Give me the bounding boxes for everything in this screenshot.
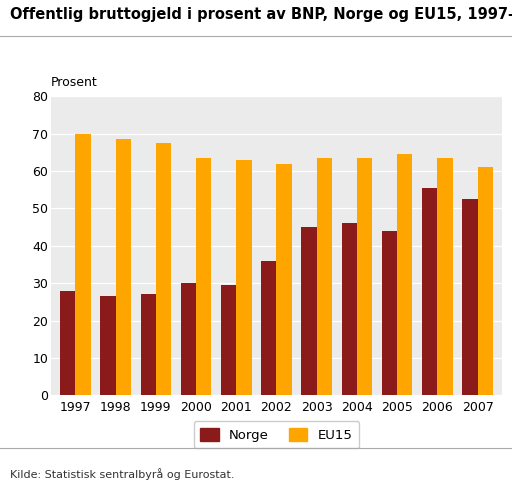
Bar xyxy=(422,188,437,395)
Text: Prosent: Prosent xyxy=(51,76,98,89)
Bar xyxy=(196,158,211,395)
Bar xyxy=(317,158,332,395)
Bar xyxy=(116,139,131,395)
Bar xyxy=(60,291,75,395)
Bar xyxy=(156,143,171,395)
Bar xyxy=(261,261,276,395)
Text: Kilde: Statistisk sentralbyrå og Eurostat.: Kilde: Statistisk sentralbyrå og Eurosta… xyxy=(10,468,234,480)
Bar xyxy=(181,283,196,395)
Bar xyxy=(75,134,91,395)
Bar xyxy=(382,231,397,395)
Text: Offentlig bruttogjeld i prosent av BNP, Norge og EU15, 1997-2007: Offentlig bruttogjeld i prosent av BNP, … xyxy=(10,7,512,22)
Legend: Norge, EU15: Norge, EU15 xyxy=(194,421,359,448)
Bar xyxy=(221,285,236,395)
Bar xyxy=(140,295,156,395)
Bar xyxy=(100,296,116,395)
Bar xyxy=(276,164,292,395)
Bar xyxy=(236,160,251,395)
Bar xyxy=(397,154,413,395)
Bar xyxy=(437,158,453,395)
Bar xyxy=(462,199,478,395)
Bar xyxy=(342,223,357,395)
Bar xyxy=(302,227,317,395)
Bar xyxy=(478,167,493,395)
Bar xyxy=(357,158,372,395)
